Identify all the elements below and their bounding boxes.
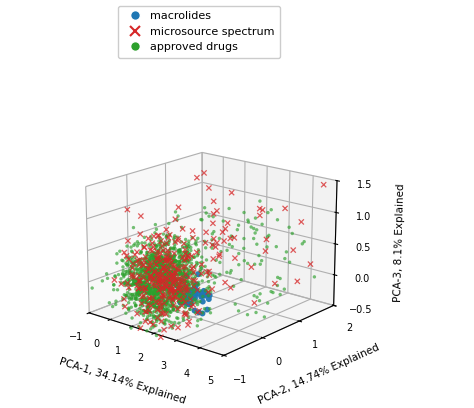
- X-axis label: PCA-1, 34.14% Explained: PCA-1, 34.14% Explained: [57, 356, 186, 406]
- Legend: macrolides, microsource spectrum, approved drugs: macrolides, microsource spectrum, approv…: [118, 6, 280, 58]
- Y-axis label: PCA-2, 14.74% Explained: PCA-2, 14.74% Explained: [257, 342, 381, 406]
